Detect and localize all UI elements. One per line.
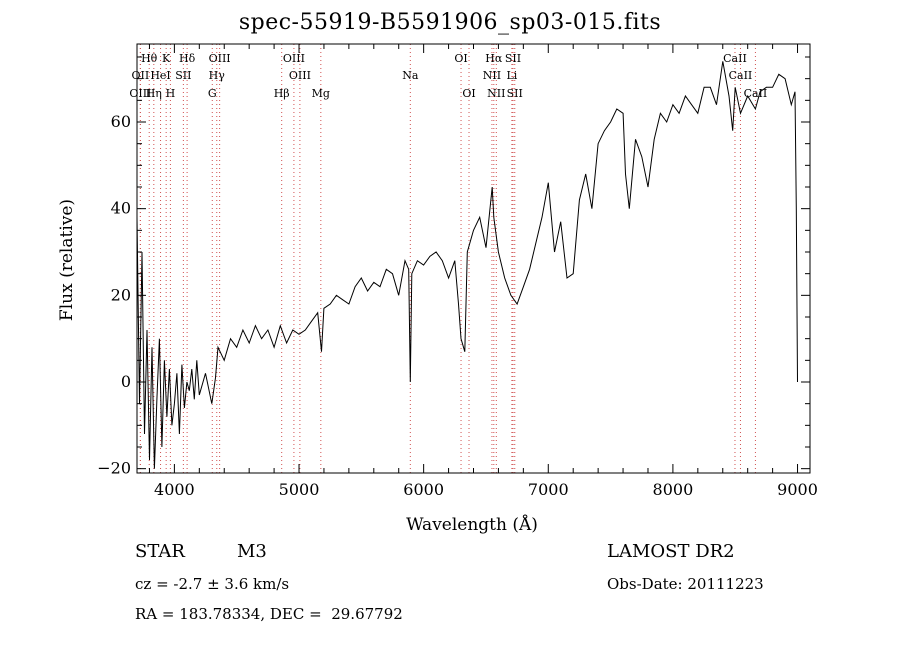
line-label-17: OIII xyxy=(129,87,151,100)
y-tick-label: 40 xyxy=(111,199,131,218)
y-axis-label: Flux (relative) xyxy=(57,199,77,321)
y-tick-label: 20 xyxy=(111,285,131,304)
line-label-25: NII xyxy=(487,87,505,100)
line-label-13: OIII xyxy=(289,69,311,82)
line-label-14: NII xyxy=(483,69,501,82)
line-label-22: Mg xyxy=(312,87,330,100)
line-label-8: CaII xyxy=(723,52,747,65)
object-subclass: M3 xyxy=(237,541,267,562)
chart-title: spec-55919-B5591906_sp03-015.fits xyxy=(238,10,662,35)
line-label-26: SII xyxy=(507,87,523,100)
line-label-27: CaII xyxy=(744,87,768,100)
line-label-2: Hδ xyxy=(179,52,196,65)
line-label-15: Li xyxy=(506,69,517,82)
line-label-18: Hη xyxy=(146,87,162,100)
line-label-16: CaII xyxy=(729,69,753,82)
object-class: STAR xyxy=(135,541,185,562)
line-label-9: OII xyxy=(132,69,150,82)
line-label-23: Na xyxy=(402,69,419,82)
line-label-10: HeI xyxy=(150,69,170,82)
line-label-24: OI xyxy=(462,87,475,100)
spectrum-plot xyxy=(136,61,798,469)
obs-date-text: Obs-Date: 20111223 xyxy=(607,575,764,593)
x-tick-label: 8000 xyxy=(653,480,694,499)
line-label-11: SII xyxy=(175,69,191,82)
line-label-3: OIII xyxy=(209,52,231,65)
spectral-line-markers xyxy=(139,44,756,473)
plot-frame xyxy=(136,43,811,474)
x-tick-label: 6000 xyxy=(403,480,444,499)
line-label-4: OIII xyxy=(283,52,305,65)
spectrum-series-0 xyxy=(136,61,798,469)
line-label-12: Hγ xyxy=(209,69,226,82)
x-tick-label: 9000 xyxy=(777,480,818,499)
y-tick-label: −20 xyxy=(97,459,131,478)
coords-text: RA = 183.78334, DEC = 29.67792 xyxy=(135,605,403,623)
y-tick-label: 60 xyxy=(111,112,131,131)
line-label-7: SII xyxy=(505,52,521,65)
x-axis-label: Wavelength (Å) xyxy=(406,514,538,535)
line-label-5: OI xyxy=(454,52,467,65)
redshift-text: cz = -2.7 ± 3.6 km/s xyxy=(135,575,290,593)
line-label-19: H xyxy=(166,87,176,100)
x-tick-label: 5000 xyxy=(279,480,320,499)
plot-axes: 4000 5000 6000 7000 8000 9000 −20 0 20 40 60 xyxy=(97,43,818,499)
survey-name: LAMOST DR2 xyxy=(607,541,735,562)
line-label-0: Hθ xyxy=(141,52,158,65)
line-label-20: G xyxy=(208,87,217,100)
line-label-1: K xyxy=(162,52,171,65)
line-label-21: Hβ xyxy=(274,87,290,100)
x-tick-label: 7000 xyxy=(528,480,569,499)
y-tick-label: 0 xyxy=(121,372,131,391)
line-label-6: Hα xyxy=(485,52,503,65)
x-tick-label: 4000 xyxy=(154,480,195,499)
